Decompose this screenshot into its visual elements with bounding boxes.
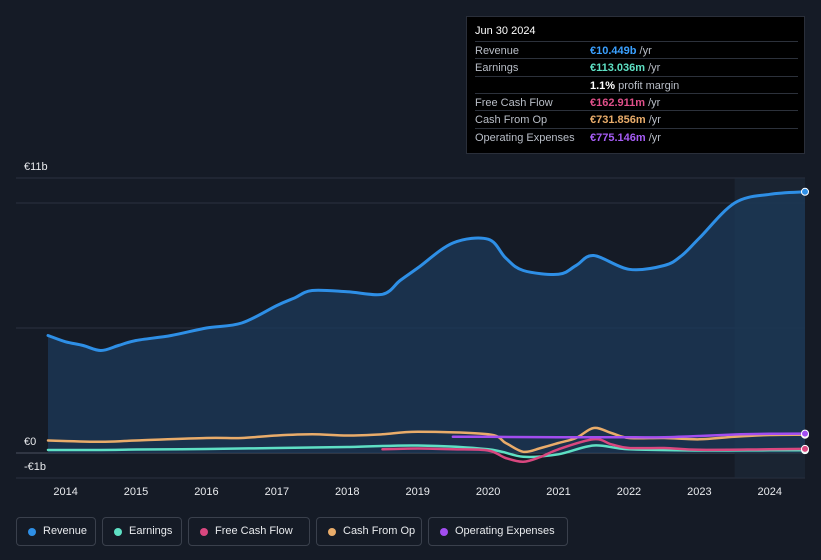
tooltip-value: €113.036m /yr — [590, 62, 660, 74]
tooltip-label: Revenue — [475, 45, 520, 57]
tooltip-date: Jun 30 2024 — [475, 25, 536, 37]
end-markers — [801, 187, 809, 455]
legend-dot-icon — [28, 528, 36, 536]
legend-item-cfo[interactable]: Cash From Op — [316, 517, 422, 546]
tooltip-value: 1.1% profit margin — [590, 80, 679, 92]
revenue-end-marker — [801, 187, 809, 196]
tooltip-value-unit: /yr — [636, 45, 652, 57]
x-tick-2024: 2024 — [758, 486, 782, 498]
x-tick-2017: 2017 — [265, 486, 289, 498]
tooltip-value: €162.911m /yr — [590, 97, 660, 109]
y-label-zero: €0 — [24, 436, 36, 448]
legend-item-earnings[interactable]: Earnings — [102, 517, 182, 546]
x-tick-2018: 2018 — [335, 486, 359, 498]
legend-item-revenue[interactable]: Revenue — [16, 517, 96, 546]
x-tick-2023: 2023 — [687, 486, 711, 498]
tooltip-value-unit: /yr — [645, 62, 661, 75]
revenue-area — [48, 191, 805, 454]
legend-label: Cash From Op — [343, 525, 416, 537]
revenue-line — [46, 190, 807, 352]
tooltip-value: €10.449b /yr — [590, 45, 652, 57]
tooltip-value-number: €775.146m — [590, 131, 646, 144]
line-layer — [46, 190, 807, 464]
legend-item-opex[interactable]: Operating Expenses — [428, 517, 568, 546]
tooltip-row: Operating Expenses €775.146m /yr — [475, 127, 798, 145]
fcf-end-marker — [801, 444, 809, 453]
tooltip-row: Earnings €113.036m /yr — [475, 58, 798, 75]
tooltip-value-unit: profit margin — [615, 79, 680, 92]
fcf-line — [381, 437, 807, 464]
legend-dot-icon — [328, 528, 336, 536]
legend-label: Earnings — [129, 525, 173, 537]
x-tick-2015: 2015 — [124, 486, 148, 498]
data-tooltip: Jun 30 2024 Revenue €10.449b /yr Earnings €… — [466, 16, 805, 154]
tooltip-value: €775.146m /yr — [590, 132, 661, 144]
tooltip-row: Free Cash Flow €162.911m /yr — [475, 92, 798, 110]
tooltip-row: Revenue €10.449b /yr — [475, 41, 798, 58]
x-tick-2022: 2022 — [617, 486, 641, 498]
opex-end-marker — [801, 429, 809, 438]
tooltip-row: Cash From Op €731.856m /yr — [475, 110, 798, 127]
x-tick-2020: 2020 — [476, 486, 500, 498]
legend-label: Free Cash Flow — [215, 525, 293, 537]
x-tick-2019: 2019 — [405, 486, 429, 498]
x-tick-2016: 2016 — [194, 486, 218, 498]
tooltip-label: Free Cash Flow — [475, 96, 553, 109]
tooltip-label: Earnings — [475, 62, 519, 75]
x-tick-2021: 2021 — [546, 486, 570, 498]
tooltip-row: 1.1% profit margin — [475, 75, 798, 93]
x-tick-2014: 2014 — [53, 486, 77, 498]
legend-item-fcf[interactable]: Free Cash Flow — [188, 517, 310, 546]
legend-label: Revenue — [43, 525, 88, 537]
tooltip-value-unit: /yr — [645, 114, 661, 127]
tooltip-label: Operating Expenses — [475, 131, 575, 144]
tooltip-value-number: €113.036m — [590, 62, 646, 75]
legend-dot-icon — [440, 528, 448, 536]
y-label-bottom: -€1b — [24, 461, 46, 473]
x-axis-ticks: 2014 2015 2016 2017 2018 2019 2020 2021 2022 2023… — [53, 486, 782, 498]
legend-label: Operating Expenses — [455, 525, 555, 537]
tooltip-value-number: €10.449b — [590, 45, 637, 57]
tooltip-value-unit: /yr — [645, 96, 661, 109]
tooltip-value-number: €731.856m — [590, 114, 646, 127]
tooltip-value: €731.856m /yr — [590, 114, 661, 126]
legend-dot-icon — [200, 528, 208, 536]
opex-line — [451, 432, 807, 439]
y-label-top: €11b — [24, 161, 48, 173]
legend-dot-icon — [114, 528, 122, 536]
tooltip-value-number: 1.1% — [590, 79, 616, 92]
area-layer — [48, 191, 805, 454]
tooltip-value-number: €162.911m — [590, 96, 646, 109]
tooltip-label: Cash From Op — [475, 114, 548, 127]
tooltip-value-unit: /yr — [645, 131, 661, 144]
